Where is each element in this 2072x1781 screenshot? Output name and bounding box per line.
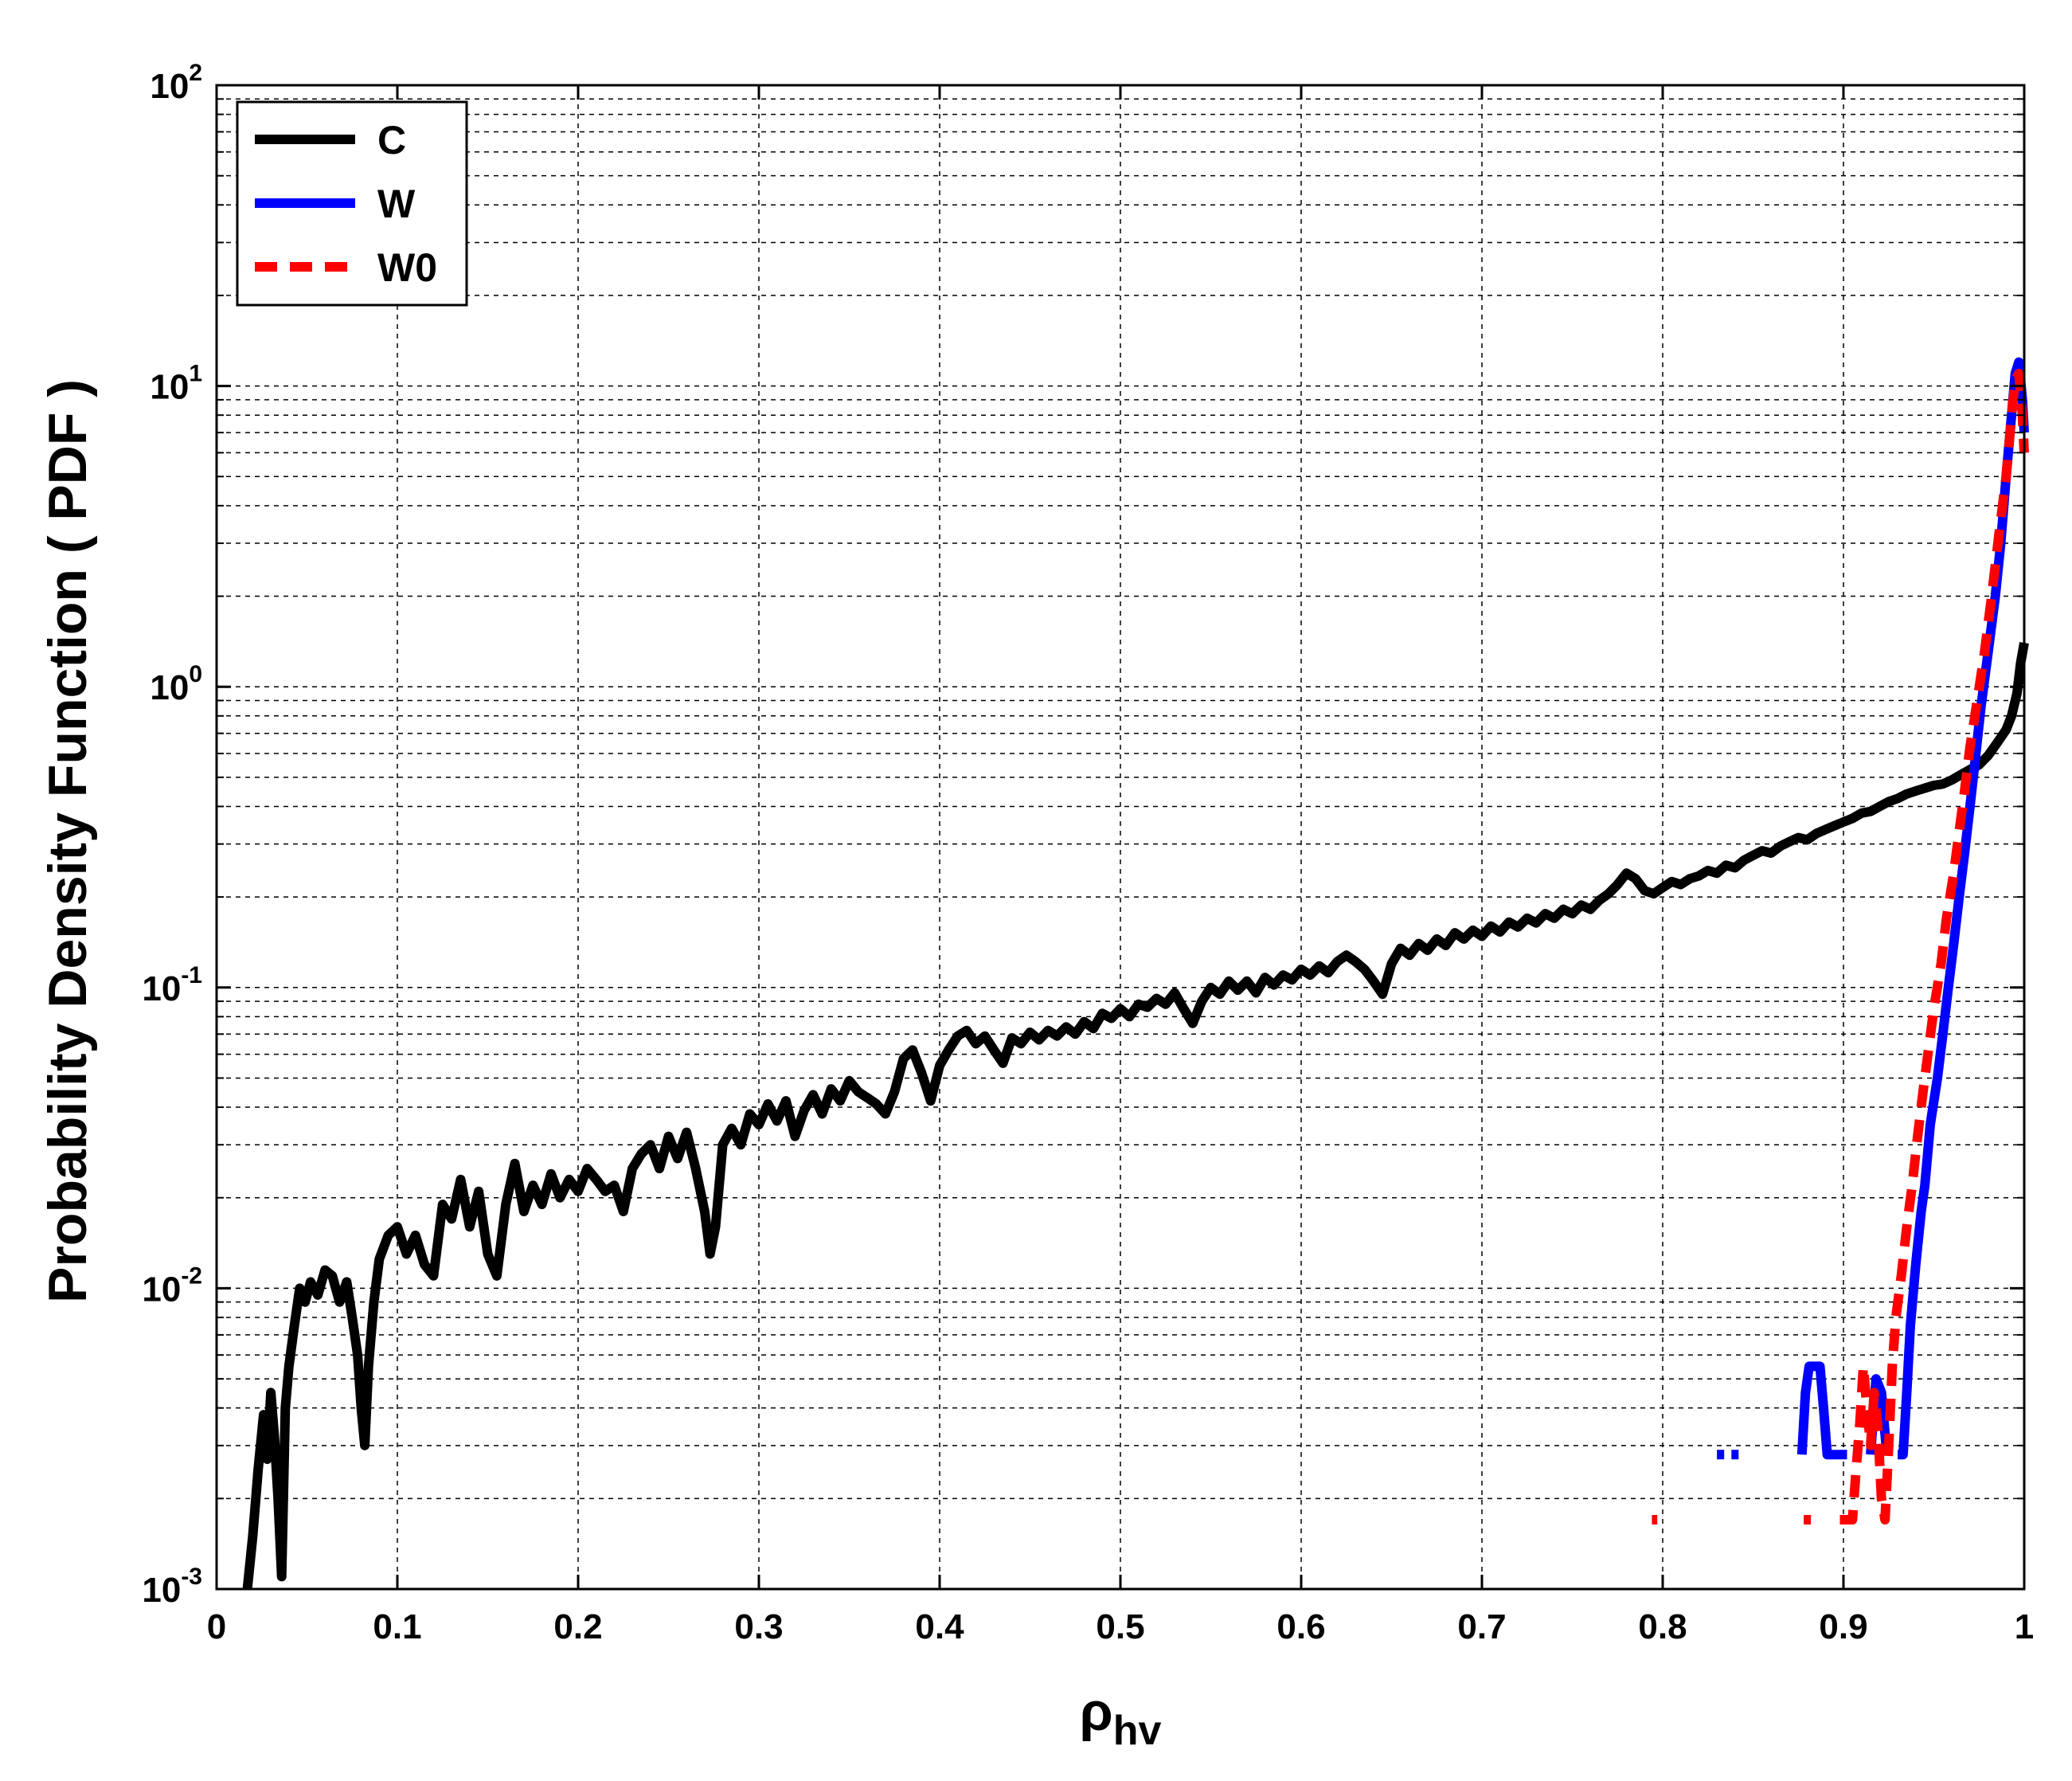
legend-label-c: C <box>377 118 406 162</box>
y-tick-exponent: 0 <box>189 661 202 687</box>
series-line-w <box>1796 1361 1840 1460</box>
data-lines <box>242 357 2029 1590</box>
y-tick-base: 10 <box>150 67 189 106</box>
x-tick-label: 0.4 <box>915 1607 964 1646</box>
axis-ticks <box>215 85 2026 1591</box>
x-tick-label: 0.8 <box>1638 1607 1687 1646</box>
y-tick-base: 10 <box>150 368 189 407</box>
y-axis-label: Probability Density Function ( PDF ) <box>37 379 98 1303</box>
y-tick-exponent: -1 <box>181 962 202 988</box>
y-tick-exponent: -2 <box>181 1262 202 1289</box>
y-tick-label: 10-1 <box>142 962 202 1008</box>
series-line-w0 <box>1839 369 2029 1525</box>
legend: CW W0 <box>236 100 468 307</box>
y-tick-exponent: 1 <box>189 361 202 387</box>
x-tick-label: 0.6 <box>1276 1607 1325 1646</box>
legend-label-w: W <box>377 182 416 226</box>
x-axis-label: ρhv <box>1080 1681 1162 1754</box>
grid-lines <box>217 85 2024 1589</box>
y-tick-label: 100 <box>150 661 202 707</box>
legend-label-w0: W0 <box>377 245 437 290</box>
x-axis-label-sub: hv <box>1113 1708 1162 1754</box>
y-tick-label: 101 <box>150 361 202 407</box>
x-tick-label: 0.7 <box>1457 1607 1506 1646</box>
x-tick-label: 0.2 <box>553 1607 602 1646</box>
y-tick-base: 10 <box>142 969 181 1008</box>
y-tick-base: 10 <box>150 668 189 707</box>
x-tick-label: 0.9 <box>1819 1607 1867 1646</box>
series-line-w <box>1898 357 2029 1460</box>
y-tick-base: 10 <box>142 1270 181 1309</box>
x-tick-label: 1 <box>2015 1607 2034 1646</box>
x-axis-label-main: ρ <box>1080 1681 1113 1742</box>
x-tick-label: 0.5 <box>1096 1607 1144 1646</box>
x-tick-labels: 0 0.1 0.2 0.3 0.4 0.5 0.6 0.7 0.8 0.9 1 <box>207 1607 2034 1646</box>
y-tick-label: 10-2 <box>142 1262 202 1309</box>
y-tick-exponent: 2 <box>189 60 202 86</box>
y-tick-label: 102 <box>150 60 202 106</box>
x-tick-label: 0.3 <box>734 1607 783 1646</box>
y-tick-exponent: -3 <box>181 1564 202 1590</box>
plot-frame <box>215 84 2026 1591</box>
series-line-c <box>242 641 2029 1590</box>
y-tick-base: 10 <box>142 1571 181 1610</box>
x-tick-label: 0.1 <box>373 1607 421 1646</box>
y-tick-label: 10-3 <box>142 1564 202 1610</box>
x-tick-label: 0 <box>207 1607 226 1646</box>
